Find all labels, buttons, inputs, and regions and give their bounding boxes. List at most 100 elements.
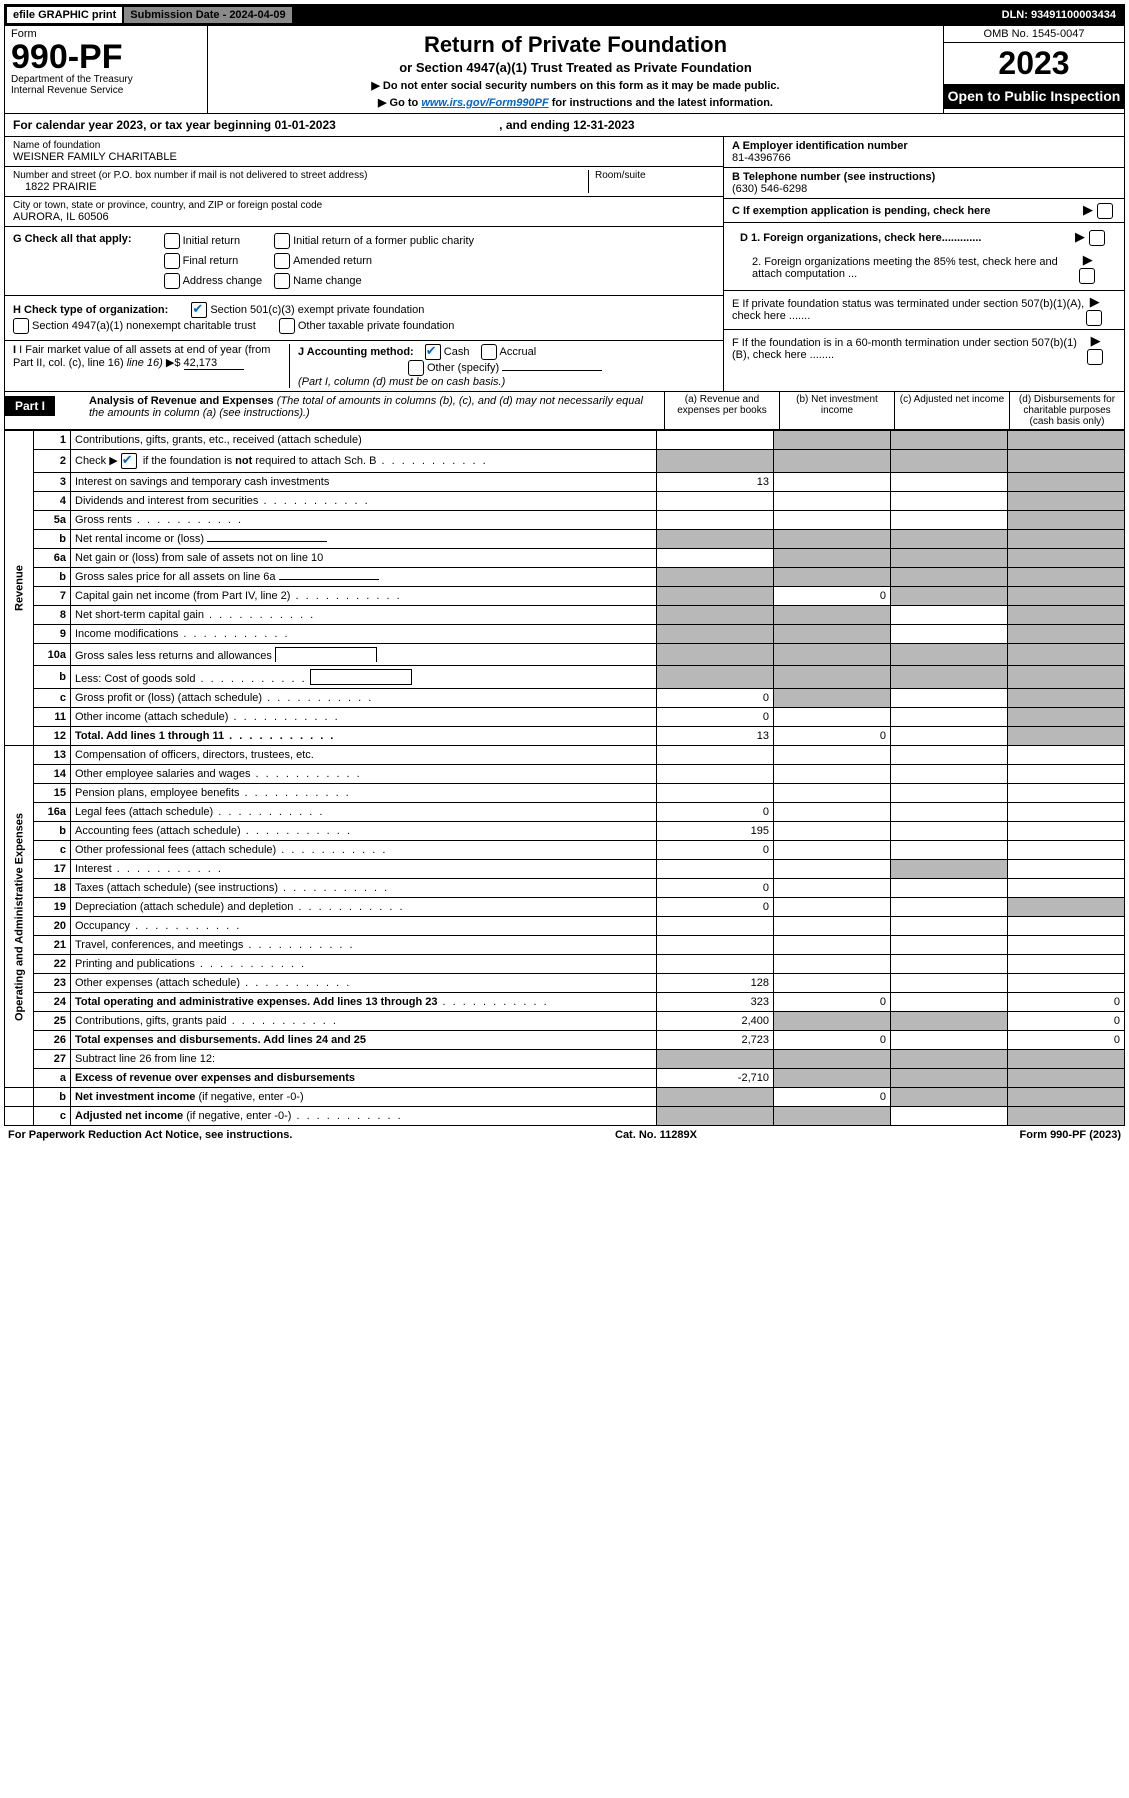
open-public-badge: Open to Public Inspection xyxy=(944,84,1124,109)
ssn-note: ▶ Do not enter social security numbers o… xyxy=(216,79,935,92)
c-row: C If exemption application is pending, c… xyxy=(724,199,1124,223)
table-row: 8Net short-term capital gain xyxy=(5,606,1125,625)
schb-checkbox[interactable] xyxy=(121,453,137,469)
irs-link[interactable]: www.irs.gov/Form990PF xyxy=(421,97,548,109)
paperwork-notice: For Paperwork Reduction Act Notice, see … xyxy=(8,1129,292,1141)
col-b-head: (b) Net investment income xyxy=(779,392,894,429)
other-method-checkbox[interactable] xyxy=(408,360,424,376)
dept-irs: Internal Revenue Service xyxy=(11,85,201,96)
g-check-row: G Check all that apply: Initial return F… xyxy=(5,227,723,296)
form-header: Form 990-PF Department of the Treasury I… xyxy=(4,26,1125,114)
calendar-year-row: For calendar year 2023, or tax year begi… xyxy=(4,114,1125,137)
year-block: OMB No. 1545-0047 2023 Open to Public In… xyxy=(943,26,1124,113)
final-return-checkbox[interactable] xyxy=(164,253,180,269)
info-grid: Name of foundation WEISNER FAMILY CHARIT… xyxy=(4,137,1125,392)
efile-button[interactable]: efile GRAPHIC print xyxy=(7,7,122,23)
expenses-label: Operating and Administrative Expenses xyxy=(5,746,34,1088)
table-row: 21Travel, conferences, and meetings xyxy=(5,936,1125,955)
phone-box: B Telephone number (see instructions) (6… xyxy=(724,168,1124,199)
table-row: 15Pension plans, employee benefits xyxy=(5,784,1125,803)
cash-checkbox[interactable] xyxy=(425,344,441,360)
table-row: 16aLegal fees (attach schedule)0 xyxy=(5,803,1125,822)
table-row: 7Capital gain net income (from Part IV, … xyxy=(5,587,1125,606)
amended-return-checkbox[interactable] xyxy=(274,253,290,269)
accrual-checkbox[interactable] xyxy=(481,344,497,360)
form-subtitle: or Section 4947(a)(1) Trust Treated as P… xyxy=(216,60,935,75)
h-check-row: H Check type of organization: Section 50… xyxy=(5,296,723,341)
table-row: bNet rental income or (loss) xyxy=(5,530,1125,549)
table-row: cGross profit or (loss) (attach schedule… xyxy=(5,689,1125,708)
table-row: bGross sales price for all assets on lin… xyxy=(5,568,1125,587)
g-label: G Check all that apply: xyxy=(13,233,132,245)
table-row: 12Total. Add lines 1 through 11130 xyxy=(5,727,1125,746)
address-change-checkbox[interactable] xyxy=(164,273,180,289)
table-row: 27Subtract line 26 from line 12: xyxy=(5,1050,1125,1069)
table-row: 11Other income (attach schedule)0 xyxy=(5,708,1125,727)
table-row: 18Taxes (attach schedule) (see instructi… xyxy=(5,879,1125,898)
form-id-block: Form 990-PF Department of the Treasury I… xyxy=(5,26,208,113)
submission-date: Submission Date - 2024-04-09 xyxy=(124,7,291,23)
part1-badge: Part I xyxy=(5,396,55,416)
table-row: 19Depreciation (attach schedule) and dep… xyxy=(5,898,1125,917)
table-row: 5aGross rents xyxy=(5,511,1125,530)
table-row: 9Income modifications xyxy=(5,625,1125,644)
col-d-head: (d) Disbursements for charitable purpose… xyxy=(1009,392,1124,429)
col-a-head: (a) Revenue and expenses per books xyxy=(664,392,779,429)
part1-header-row: Part I Analysis of Revenue and Expenses … xyxy=(4,392,1125,430)
table-row: 23Other expenses (attach schedule)128 xyxy=(5,974,1125,993)
f-row: F If the foundation is in a 60-month ter… xyxy=(724,330,1124,368)
table-row: bAccounting fees (attach schedule)195 xyxy=(5,822,1125,841)
c-checkbox[interactable] xyxy=(1097,203,1113,219)
name-change-checkbox[interactable] xyxy=(274,273,290,289)
form-number: 990-PF xyxy=(11,40,201,74)
e-row: E If private foundation status was termi… xyxy=(724,291,1124,330)
table-row: 10aGross sales less returns and allowanc… xyxy=(5,644,1125,666)
table-row: Operating and Administrative Expenses 13… xyxy=(5,746,1125,765)
omb-number: OMB No. 1545-0047 xyxy=(944,26,1124,43)
table-row: aExcess of revenue over expenses and dis… xyxy=(5,1069,1125,1088)
e-checkbox[interactable] xyxy=(1086,310,1102,326)
other-taxable-checkbox[interactable] xyxy=(279,318,295,334)
table-row: cOther professional fees (attach schedul… xyxy=(5,841,1125,860)
form-ref: Form 990-PF (2023) xyxy=(1020,1129,1122,1141)
501c3-checkbox[interactable] xyxy=(191,302,207,318)
table-row: 6aNet gain or (loss) from sale of assets… xyxy=(5,549,1125,568)
table-row: bNet investment income (if negative, ent… xyxy=(5,1088,1125,1107)
table-row: 4Dividends and interest from securities xyxy=(5,492,1125,511)
table-row: 26Total expenses and disbursements. Add … xyxy=(5,1031,1125,1050)
cat-no: Cat. No. 11289X xyxy=(615,1129,697,1141)
ij-row: I I Fair market value of all assets at e… xyxy=(5,341,723,391)
table-row: 14Other employee salaries and wages xyxy=(5,765,1125,784)
top-bar: efile GRAPHIC print Submission Date - 20… xyxy=(4,4,1125,26)
form-title-block: Return of Private Foundation or Section … xyxy=(208,26,943,113)
col-c-head: (c) Adjusted net income xyxy=(894,392,1009,429)
fmv-value: 42,173 xyxy=(184,357,244,370)
table-row: 22Printing and publications xyxy=(5,955,1125,974)
d-row: D 1. Foreign organizations, check here..… xyxy=(724,223,1124,291)
page-footer: For Paperwork Reduction Act Notice, see … xyxy=(4,1126,1125,1144)
form-title: Return of Private Foundation xyxy=(216,32,935,58)
table-row: 24Total operating and administrative exp… xyxy=(5,993,1125,1012)
table-row: 3Interest on savings and temporary cash … xyxy=(5,473,1125,492)
tax-year: 2023 xyxy=(944,43,1124,84)
d1-checkbox[interactable] xyxy=(1089,230,1105,246)
part1-table: Revenue 1Contributions, gifts, grants, e… xyxy=(4,430,1125,1126)
dept-treasury: Department of the Treasury xyxy=(11,74,201,85)
foundation-name-box: Name of foundation WEISNER FAMILY CHARIT… xyxy=(5,137,723,167)
initial-return-checkbox[interactable] xyxy=(164,233,180,249)
4947-checkbox[interactable] xyxy=(13,318,29,334)
goto-note: ▶ Go to www.irs.gov/Form990PF for instru… xyxy=(216,96,935,109)
table-row: 25Contributions, gifts, grants paid2,400… xyxy=(5,1012,1125,1031)
f-checkbox[interactable] xyxy=(1087,349,1103,365)
dln-number: DLN: 93491100003434 xyxy=(996,7,1122,23)
d2-checkbox[interactable] xyxy=(1079,268,1095,284)
address-box: Number and street (or P.O. box number if… xyxy=(5,167,723,197)
table-row: 2Check ▶ if the foundation is not requir… xyxy=(5,450,1125,473)
ein-box: A Employer identification number 81-4396… xyxy=(724,137,1124,168)
city-box: City or town, state or province, country… xyxy=(5,197,723,227)
initial-public-checkbox[interactable] xyxy=(274,233,290,249)
table-row: 17Interest xyxy=(5,860,1125,879)
table-row: Revenue 1Contributions, gifts, grants, e… xyxy=(5,431,1125,450)
table-row: cAdjusted net income (if negative, enter… xyxy=(5,1107,1125,1126)
table-row: 20Occupancy xyxy=(5,917,1125,936)
